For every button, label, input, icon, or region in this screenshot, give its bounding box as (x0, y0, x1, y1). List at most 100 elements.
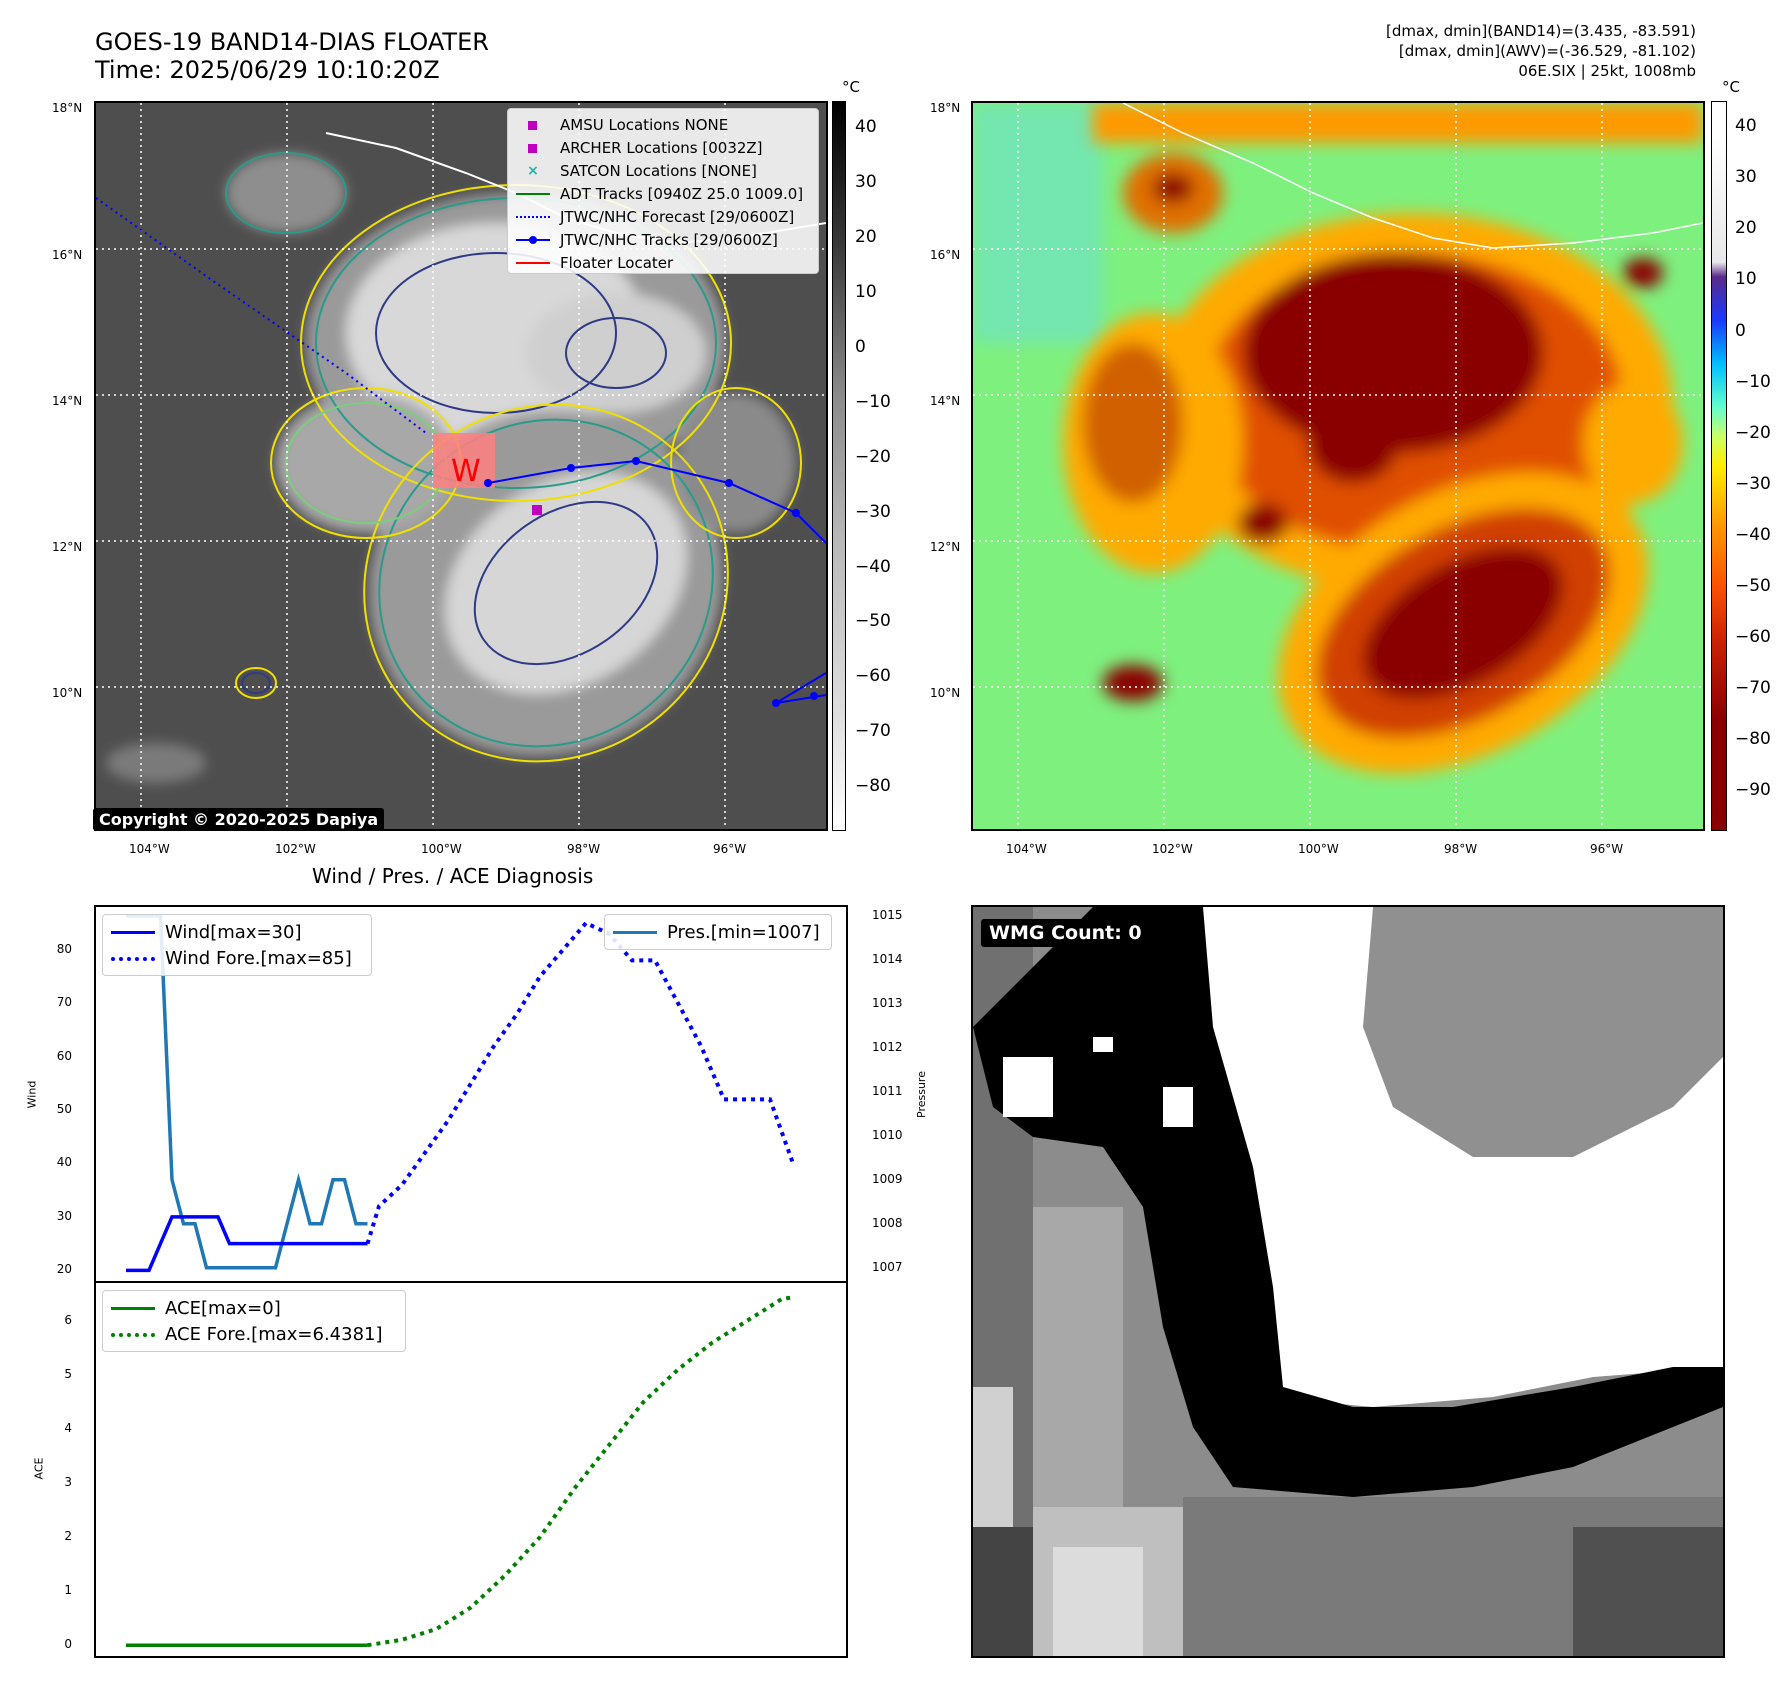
awv-colorbar (1711, 101, 1727, 831)
ace-axis-label: ACE (32, 1457, 46, 1480)
legend-wind: Wind[max=30] (111, 919, 363, 945)
pressure-tick-label: 1011 (872, 1083, 903, 1098)
info-storm: 06E.SIX | 25kt, 1008mb (1518, 62, 1696, 80)
legend-pres: Pres.[min=1007] (613, 919, 823, 945)
wind-tick-label: 70 (56, 995, 72, 1010)
legend-tracks: JTWC/NHC Tracks [29/0600Z] (516, 228, 810, 251)
diagnosis-title: Wind / Pres. / ACE Diagnosis (312, 864, 594, 888)
legend-satcon: × SATCON Locations [NONE] (527, 161, 757, 180)
pressure-tick-label: 1014 (872, 951, 903, 966)
pressure-tick-label: 1015 (872, 907, 903, 922)
pressure-tick-label: 1013 (872, 995, 903, 1010)
pressure-tick-label: 1009 (872, 1171, 903, 1186)
awv-lon-label: 96°W (1590, 842, 1624, 856)
wind-pres-chart (126, 914, 795, 1273)
awv-lon-label: 98°W (1444, 842, 1478, 856)
pressure-series-line (126, 914, 368, 1270)
ir-colorbar-tick: −80 (855, 776, 891, 797)
ir-lat-label: 16°N (52, 248, 83, 262)
pres-legend: Pres.[min=1007] (604, 914, 832, 950)
legend-adt: ADT Tracks [0940Z 25.0 1009.0] (516, 182, 810, 205)
ir-colorbar-tick: −30 (855, 501, 891, 522)
awv-colorbar-tick: 30 (1735, 167, 1757, 188)
ir-legend: AMSU Locations NONE ARCHER Locations [00… (507, 108, 819, 274)
awv-colorbar-tick: 40 (1735, 116, 1757, 137)
ir-lat-label: 10°N (52, 686, 83, 700)
awv-colorbar-tick: −30 (1735, 473, 1771, 494)
wind-tick-label: 20 (56, 1262, 72, 1277)
awv-lat-label: 12°N (930, 540, 961, 554)
ir-cloud-image: W (96, 103, 826, 829)
pressure-tick-label: 1010 (872, 1127, 903, 1142)
ir-lon-label: 104°W (129, 842, 170, 856)
awv-lat-label: 16°N (930, 248, 961, 262)
wmg-image (973, 907, 1723, 1656)
wind-tick-label: 50 (56, 1102, 72, 1117)
awv-lat-label: 10°N (930, 686, 961, 700)
awv-image (973, 103, 1703, 829)
awv-colorbar-tick: −70 (1735, 677, 1771, 698)
wind-tick-label: 80 (56, 941, 72, 956)
ir-colorbar-tick: −10 (855, 391, 891, 412)
figure-title: GOES-19 BAND14-DIAS FLOATER (95, 28, 489, 56)
wind-series-line (126, 1215, 368, 1273)
ace-tick-label: 6 (64, 1312, 72, 1327)
ir-colorbar-tick: 30 (855, 172, 877, 193)
ace-tick-label: 1 (64, 1583, 72, 1598)
ace-tick-label: 2 (64, 1529, 72, 1544)
wind-legend: Wind[max=30] Wind Fore.[max=85] (102, 914, 372, 976)
ir-colorbar-tick: 0 (855, 337, 866, 357)
legend-ace-fore: ACE Fore.[max=6.4381] (111, 1321, 397, 1347)
pressure-axis-label: Pressure (914, 1071, 928, 1118)
awv-colorbar-tick: −60 (1735, 626, 1771, 647)
ace-chart (126, 1295, 794, 1648)
ace-forecast-line (367, 1295, 794, 1648)
awv-lat-label: 18°N (930, 101, 961, 115)
ace-tick-label: 4 (64, 1420, 72, 1435)
awv-lat-label: 14°N (930, 394, 961, 408)
ir-colorbar-tick: −20 (855, 446, 891, 467)
awv-lon-label: 104°W (1006, 842, 1047, 856)
legend-ace: ACE[max=0] (111, 1295, 397, 1321)
awv-lon-label: 102°W (1152, 842, 1193, 856)
awv-image-panel (971, 101, 1705, 831)
ir-lon-label: 96°W (713, 842, 747, 856)
legend-archer: ARCHER Locations [0032Z] (516, 136, 810, 159)
wind-tick-label: 40 (56, 1155, 72, 1170)
ir-colorbar-tick: −60 (855, 666, 891, 687)
ir-colorbar-tick: 20 (855, 227, 877, 248)
wmg-image-panel (971, 905, 1725, 1658)
ir-colorbar-tick: −70 (855, 721, 891, 742)
pressure-tick-label: 1012 (872, 1039, 903, 1054)
ace-tick-label: 5 (64, 1366, 72, 1381)
ir-colorbar-tick: −40 (855, 556, 891, 577)
awv-colorbar-tick: −20 (1735, 422, 1771, 443)
legend-floater: Floater Locater (516, 251, 810, 274)
ir-colorbar-tick: −50 (855, 611, 891, 632)
ace-panel (94, 1281, 848, 1658)
awv-colorbar-tick: −50 (1735, 575, 1771, 596)
ir-colorbar-tick: 10 (855, 282, 877, 303)
info-band14: [dmax, dmin](BAND14)=(3.435, -83.591) (1385, 22, 1696, 40)
ir-lon-label: 98°W (567, 842, 601, 856)
ir-lon-label: 100°W (421, 842, 462, 856)
info-awv: [dmax, dmin](AWV)=(-36.529, -81.102) (1398, 42, 1696, 60)
wind-tick-label: 30 (56, 1208, 72, 1223)
pressure-tick-label: 1007 (872, 1259, 903, 1274)
legend-amsu: AMSU Locations NONE (516, 113, 810, 136)
awv-colorbar-unit: °C (1722, 78, 1740, 96)
legend-forecast: JTWC/NHC Forecast [29/0600Z] (516, 205, 810, 228)
ir-colorbar-tick: 40 (855, 117, 877, 138)
wind-forecast-line (365, 920, 795, 1245)
wmg-count-label: WMG Count: 0 (981, 919, 1150, 947)
awv-colorbar-tick: 0 (1735, 320, 1746, 341)
awv-colorbar-tick: −80 (1735, 728, 1771, 749)
ir-colorbar-unit: °C (842, 78, 860, 96)
ir-lon-label: 102°W (275, 842, 316, 856)
ir-lat-label: 12°N (52, 540, 83, 554)
wind-tick-label: 60 (56, 1048, 72, 1063)
awv-colorbar-tick: 20 (1735, 218, 1757, 239)
ace-tick-label: 0 (64, 1637, 72, 1652)
legend-wind-fore: Wind Fore.[max=85] (111, 945, 363, 971)
awv-colorbar-tick: 10 (1735, 269, 1757, 290)
